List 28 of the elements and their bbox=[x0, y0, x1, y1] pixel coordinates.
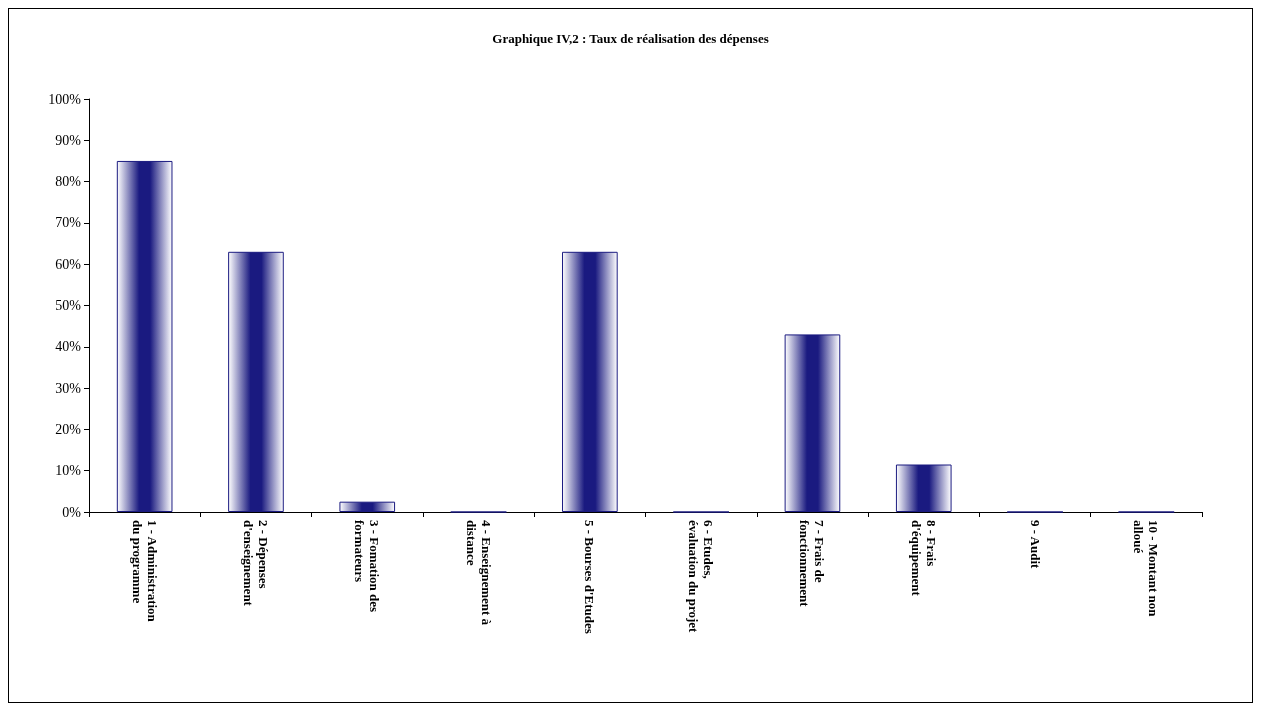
bar bbox=[784, 334, 841, 512]
x-tick-label: 3 - Fomation des formateurs bbox=[352, 520, 383, 616]
bar bbox=[562, 251, 618, 512]
y-tick-label: 80% bbox=[55, 174, 82, 190]
x-tick-label: 4 - Enseignement à distance bbox=[463, 520, 494, 629]
x-tick-label: 9 - Audit bbox=[1027, 520, 1043, 570]
chart-title: Graphique IV,2 : Taux de réalisation des dépenses bbox=[492, 31, 769, 46]
y-tick-label: 50% bbox=[55, 298, 82, 313]
y-tick-label: 20% bbox=[55, 421, 82, 437]
bar bbox=[228, 251, 284, 512]
x-tick-label: 7 - Frais de fonctionnement bbox=[797, 520, 828, 608]
y-tick-label: 30% bbox=[55, 380, 82, 396]
y-tick-label: 90% bbox=[55, 132, 82, 148]
y-tick-label: 40% bbox=[55, 339, 82, 355]
bar bbox=[895, 464, 952, 512]
y-tick-label: 10% bbox=[55, 463, 82, 479]
y-tick-label: 0% bbox=[62, 504, 82, 520]
x-tick-label: 6 - Etudes, évaluation du projet bbox=[686, 520, 717, 634]
bar bbox=[339, 501, 396, 512]
y-tick-label: 100% bbox=[48, 91, 82, 107]
x-tick-label: 5 - Bourses d'Etudes bbox=[582, 520, 598, 634]
x-tick-label: 2 - Dépenses d'enseignement bbox=[240, 520, 271, 607]
x-tick-label: 10 - Montant non alloué bbox=[1131, 520, 1162, 620]
y-tick-label: 60% bbox=[55, 256, 82, 272]
x-tick-label: 1 - Administration du programme bbox=[129, 520, 160, 626]
x-tick-label: 8 - Frais d'équipement bbox=[908, 520, 939, 597]
y-tick-label: 70% bbox=[55, 215, 82, 231]
bar bbox=[116, 160, 173, 512]
